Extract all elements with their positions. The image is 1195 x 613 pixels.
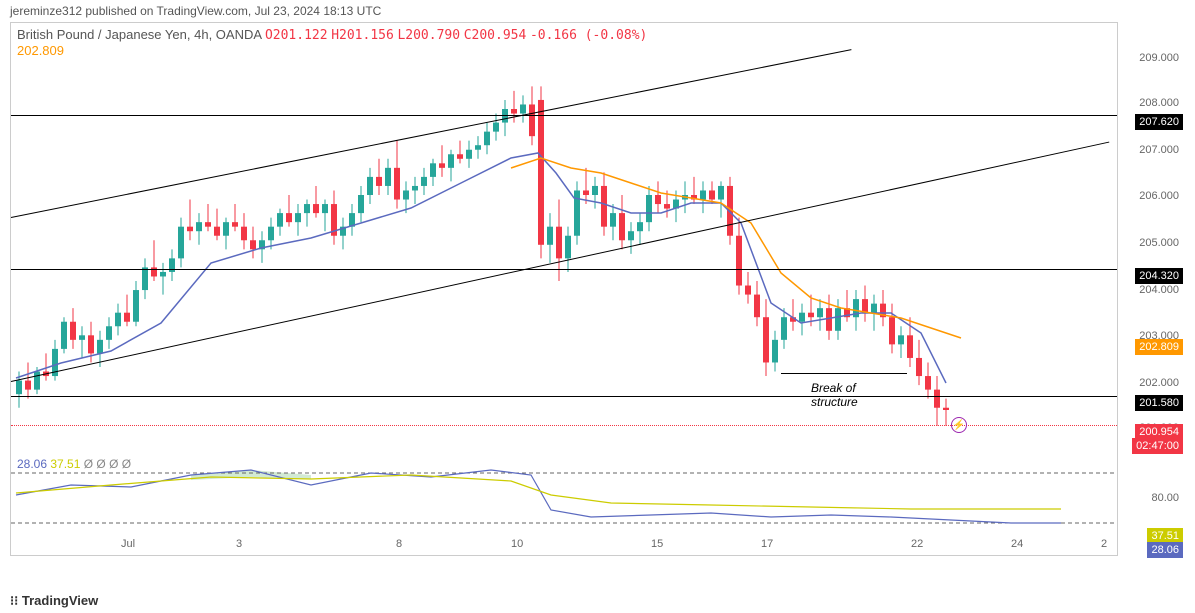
price-chart[interactable]: Break of structure ⚡	[11, 23, 1117, 453]
time-axis: Jul3810151722242	[11, 535, 1117, 555]
ma-value: 202.809	[17, 43, 64, 58]
chart-svg	[11, 23, 1117, 453]
tradingview-logo[interactable]: ⁝⁝ TradingView	[10, 593, 98, 609]
symbol-title: British Pound / Japanese Yen, 4h, OANDA …	[17, 27, 647, 43]
indicator-svg	[11, 455, 1117, 535]
lightning-icon[interactable]: ⚡	[951, 417, 967, 433]
publish-header: jereminze312 published on TradingView.co…	[10, 4, 381, 18]
rsi-panel[interactable]: 28.06 37.51 Ø Ø Ø Ø	[11, 455, 1117, 535]
chart-container[interactable]: British Pound / Japanese Yen, 4h, OANDA …	[10, 22, 1118, 556]
price-axis[interactable]: 209.000208.000207.000206.000205.000204.0…	[1121, 22, 1183, 556]
